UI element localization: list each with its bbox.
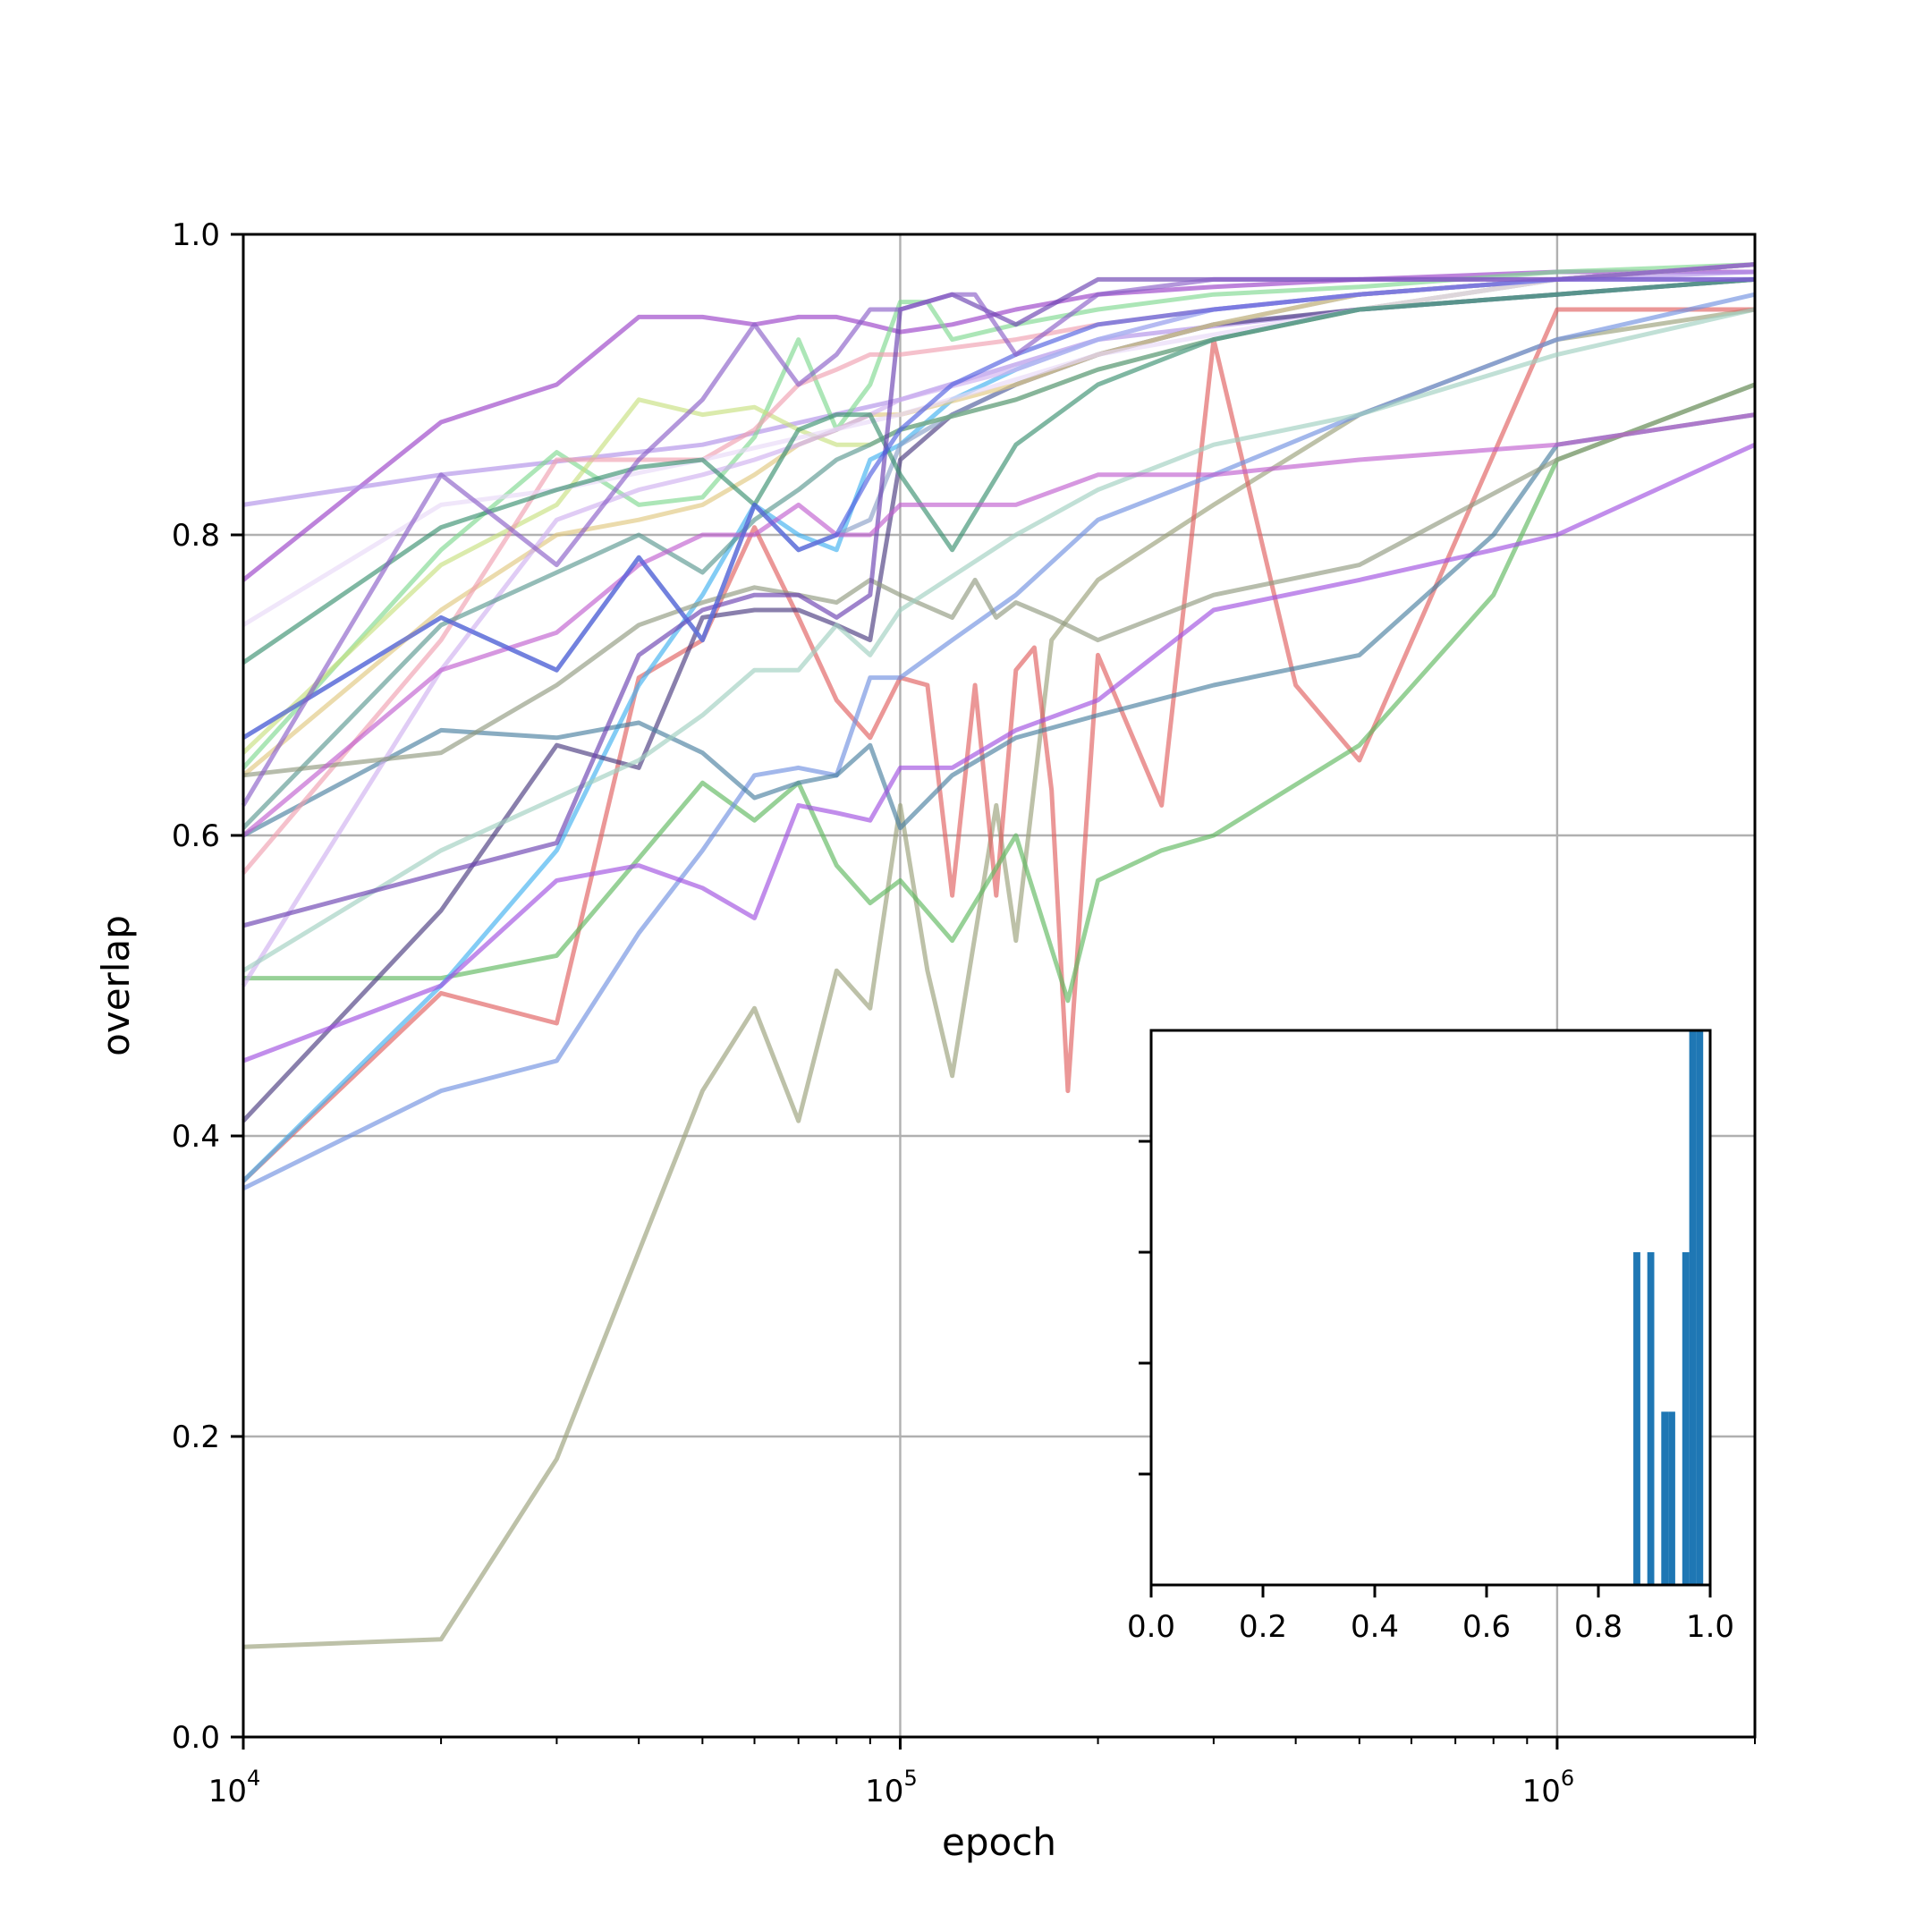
- main-x-axis-ticks: 104 105 106: [208, 1737, 1756, 1809]
- histogram-bar: [1668, 1411, 1675, 1586]
- inset-histogram: 0.0 0.2 0.4 0.6 0.8 1.0: [1127, 1029, 1734, 1645]
- x-axis-label: epoch: [942, 1820, 1056, 1864]
- series-line-24: [242, 276, 1755, 740]
- series-line-22: [242, 442, 1757, 1063]
- series-line-23: [242, 412, 1756, 837]
- series-line-3: [242, 269, 1755, 582]
- main-y-axis-ticks: 0.0 0.2 0.4 0.6 0.8 1.0: [172, 217, 243, 1756]
- y-tick-label: 0.2: [172, 1419, 220, 1455]
- x-tick-label: 105: [865, 1766, 918, 1809]
- main-plot-frame: [242, 233, 1757, 1739]
- histogram-bar: [1633, 1252, 1640, 1585]
- histogram-bar: [1647, 1252, 1655, 1585]
- x-tick-exponent: 5: [903, 1766, 917, 1791]
- inset-plot-frame: [1149, 1029, 1712, 1587]
- x-tick-exponent: 4: [247, 1766, 260, 1791]
- inset-x-axis-ticks: 0.0 0.2 0.4 0.6 0.8 1.0: [1127, 1585, 1734, 1645]
- histogram-bar: [1696, 1030, 1704, 1585]
- series-line-18: [242, 276, 1756, 830]
- histogram-bar: [1689, 1030, 1697, 1585]
- x-tick-label: 106: [1522, 1766, 1575, 1809]
- inset-x-tick-label: 1.0: [1686, 1609, 1734, 1645]
- main-series-group: [241, 262, 1757, 1649]
- inset-bars-group: [1633, 1030, 1704, 1586]
- y-tick-label: 1.0: [172, 217, 220, 253]
- y-tick-label: 0.8: [172, 518, 220, 554]
- series-line-19: [242, 382, 1756, 778]
- inset-x-tick-label: 0.6: [1462, 1609, 1511, 1645]
- x-tick-base: 10: [208, 1774, 247, 1809]
- series-line-16: [242, 262, 1756, 627]
- histogram-bar: [1682, 1252, 1690, 1585]
- y-axis-label: overlap: [94, 915, 138, 1056]
- y-tick-label: 0.0: [172, 1720, 220, 1756]
- inset-x-tick-label: 0.2: [1239, 1609, 1287, 1645]
- y-tick-label: 0.6: [172, 818, 220, 854]
- series-line-9: [242, 412, 1756, 838]
- series-line-25: [241, 276, 1755, 807]
- x-tick-label: 104: [208, 1766, 261, 1809]
- inset-y-axis-ticks: [1139, 1140, 1151, 1476]
- inset-x-tick-label: 0.8: [1574, 1609, 1623, 1645]
- y-tick-label: 0.4: [172, 1119, 220, 1155]
- series-line-8: [242, 276, 1756, 1123]
- inset-plot-area: [1151, 1030, 1710, 1585]
- histogram-bar: [1661, 1411, 1669, 1586]
- series-line-5: [243, 382, 1756, 1004]
- x-tick-base: 10: [865, 1774, 903, 1809]
- inset-x-tick-label: 0.0: [1127, 1609, 1175, 1645]
- series-line-6: [242, 292, 1756, 1191]
- x-tick-base: 10: [1522, 1774, 1561, 1809]
- inset-x-tick-label: 0.4: [1351, 1609, 1399, 1645]
- series-line-20: [242, 307, 1756, 973]
- x-tick-exponent: 6: [1561, 1766, 1574, 1791]
- series-line-1: [242, 307, 1756, 1649]
